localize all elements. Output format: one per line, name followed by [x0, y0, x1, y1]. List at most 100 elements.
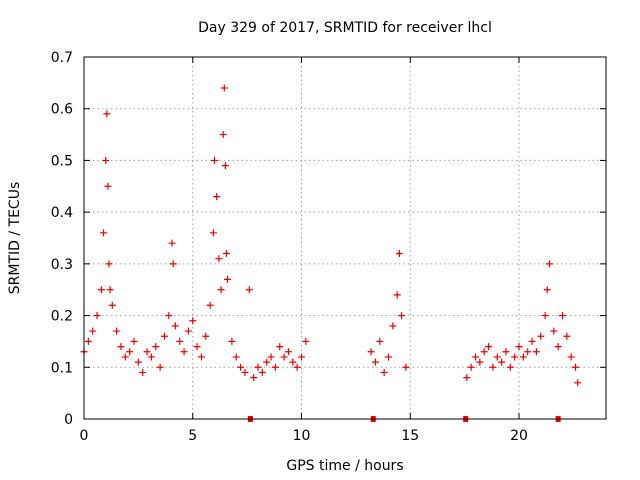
x-tick-label: 20	[510, 428, 528, 444]
data-point	[89, 327, 97, 335]
data-point	[165, 312, 173, 320]
data-point	[476, 358, 484, 366]
data-point	[139, 368, 147, 376]
data-point	[511, 353, 519, 361]
data-point	[168, 239, 176, 247]
data-point	[237, 363, 245, 371]
data-point	[152, 343, 160, 351]
y-axis-label: SRMTID / TECUs	[7, 182, 23, 295]
data-point	[224, 275, 232, 283]
data-point	[228, 337, 236, 345]
data-point	[245, 286, 253, 294]
data-point	[184, 327, 192, 335]
data-point	[232, 353, 240, 361]
data-point	[160, 332, 168, 340]
data-point	[217, 286, 225, 294]
data-point	[100, 229, 108, 237]
data-point	[254, 363, 262, 371]
data-point	[289, 358, 297, 366]
data-point	[220, 84, 228, 92]
data-point	[102, 156, 110, 164]
data-point	[367, 348, 375, 356]
data-point	[250, 374, 258, 382]
y-tick-label: 0.1	[51, 360, 73, 376]
x-tick-label: 5	[188, 428, 197, 444]
data-point	[485, 343, 493, 351]
data-point	[130, 337, 138, 345]
data-point	[147, 353, 155, 361]
y-tick-label: 0.4	[51, 205, 73, 221]
data-point	[567, 353, 575, 361]
y-tick-label: 0.7	[51, 50, 73, 66]
data-point	[103, 110, 111, 118]
data-point	[402, 363, 410, 371]
data-point	[193, 343, 201, 351]
chart-title: Day 329 of 2017, SRMTID for receiver lhc…	[198, 20, 492, 36]
data-point	[515, 343, 523, 351]
x-axis-ticks: 0 5 10 15 20	[80, 57, 528, 444]
y-tick-label: 0.6	[51, 102, 73, 118]
plot-frame	[83, 56, 607, 420]
data-point	[376, 337, 384, 345]
data-point	[554, 343, 562, 351]
data-point	[121, 353, 129, 361]
data-point	[222, 250, 230, 258]
data-point	[489, 363, 497, 371]
data-point	[398, 312, 406, 320]
data-point	[126, 348, 134, 356]
x-tick-label: 0	[80, 428, 89, 444]
data-point	[211, 156, 218, 164]
data-point	[84, 337, 92, 345]
data-point	[197, 353, 205, 361]
data-point	[541, 312, 549, 320]
data-point	[97, 286, 105, 294]
data-point	[545, 260, 553, 268]
data-point	[371, 358, 379, 366]
data-point	[213, 193, 221, 201]
data-point	[189, 317, 197, 325]
data-point	[393, 291, 401, 299]
data-point	[502, 348, 510, 356]
y-tick-label: 0	[64, 412, 73, 428]
data-point	[559, 312, 566, 320]
data-point	[241, 368, 249, 376]
data-point	[532, 348, 540, 356]
data-point	[206, 301, 214, 309]
data-point	[258, 368, 266, 376]
data-point	[572, 363, 580, 371]
data-point	[134, 358, 142, 366]
x-tick-label: 15	[401, 428, 419, 444]
data-point	[202, 332, 210, 340]
data-point	[537, 332, 545, 340]
data-point	[574, 379, 582, 387]
data-point	[280, 353, 288, 361]
x-axis-label: GPS time / hours	[286, 458, 403, 474]
data-point	[219, 131, 227, 139]
data-point	[480, 348, 488, 356]
data-point	[472, 353, 479, 361]
data-point	[104, 182, 112, 190]
data-point	[143, 348, 151, 356]
y-axis-ticks: 0 0.1 0.2 0.3 0.4 0.5 0.6 0.7	[51, 50, 606, 428]
data-point	[156, 363, 164, 371]
data-point	[169, 260, 177, 268]
data-point	[493, 353, 501, 361]
data-point	[284, 348, 292, 356]
y-tick-label: 0.2	[51, 309, 73, 325]
grid-lines	[84, 57, 606, 419]
data-point	[108, 301, 116, 309]
data-point	[113, 327, 121, 335]
data-point	[271, 363, 279, 371]
data-point	[221, 162, 229, 170]
data-point	[276, 343, 284, 351]
data-point	[498, 358, 506, 366]
data-point	[267, 353, 275, 361]
data-point	[385, 353, 392, 361]
data-point	[524, 348, 532, 356]
data-point	[550, 327, 558, 335]
y-tick-label: 0.3	[51, 257, 73, 273]
data-point	[180, 348, 188, 356]
data-point	[176, 337, 184, 345]
data-point	[389, 322, 397, 330]
